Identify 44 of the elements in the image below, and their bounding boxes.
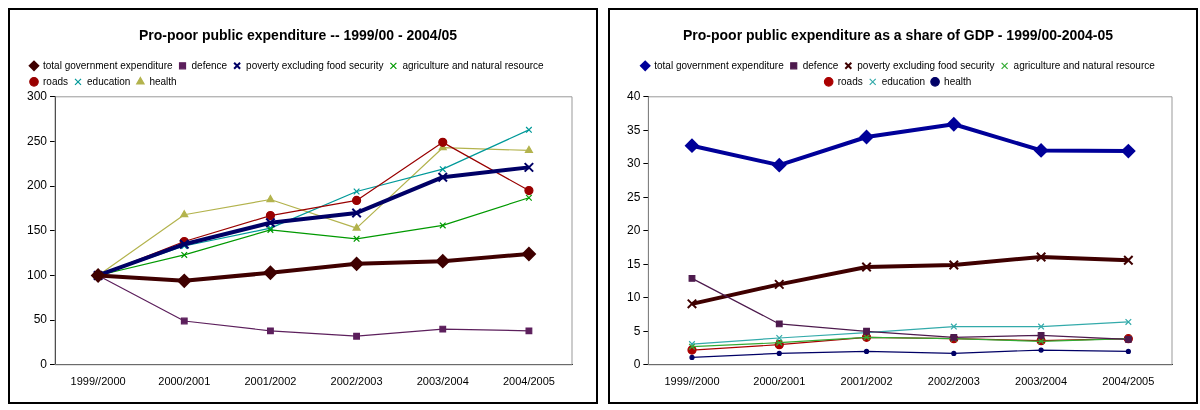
- legend-label: total government expenditure: [43, 59, 173, 71]
- x-tick-label: 1999//2000: [70, 375, 126, 388]
- y-tick-label: 300: [26, 89, 48, 104]
- x-tick-label: 2002/2003: [927, 375, 980, 388]
- y-tick-label: 50: [33, 312, 48, 327]
- y-tick-label: 25: [626, 189, 641, 204]
- x-tick-label: 2001/2002: [840, 375, 893, 388]
- y-tick-label: 200: [26, 178, 48, 193]
- y-tick-label: 100: [26, 267, 48, 282]
- chart-title: Pro-poor public expenditure as a share of GDP - 1999/00-2004-05: [682, 27, 1114, 44]
- y-tick-label: 40: [626, 89, 641, 104]
- x-tick-label: 2004/2005: [1102, 375, 1155, 388]
- legend-label: education: [87, 75, 131, 87]
- legend-label: poverty excluding food security: [857, 59, 995, 71]
- y-tick-label: 0: [633, 357, 641, 372]
- legend-label: agriculture and natural resource: [402, 59, 545, 71]
- legend-label: total government expenditure: [654, 59, 785, 71]
- legend-label: defence: [802, 59, 839, 71]
- y-tick-label: 5: [633, 323, 641, 338]
- legend-label: health: [149, 75, 177, 87]
- legend-label: roads: [43, 75, 69, 87]
- y-tick-label: 150: [26, 223, 48, 238]
- y-tick-label: 15: [626, 256, 641, 271]
- x-tick-label: 1999//2000: [664, 375, 720, 388]
- y-tick-label: 20: [626, 223, 641, 238]
- y-tick-label: 0: [40, 357, 48, 372]
- legend-label: education: [881, 75, 926, 87]
- legend-label: defence: [191, 59, 228, 71]
- x-tick-label: 2000/2001: [158, 375, 211, 388]
- legend-label: agriculture and natural resource: [1013, 59, 1156, 71]
- legend-label: poverty excluding food security: [246, 59, 384, 71]
- x-tick-label: 2004/2005: [502, 375, 555, 388]
- y-tick-label: 250: [26, 133, 48, 148]
- x-tick-label: 2001/2002: [244, 375, 297, 388]
- x-tick-label: 2003/2004: [416, 375, 469, 388]
- y-tick-label: 10: [626, 290, 641, 305]
- y-tick-label: 30: [626, 156, 641, 171]
- x-tick-label: 2002/2003: [330, 375, 383, 388]
- y-tick-label: 35: [626, 122, 641, 137]
- legend-label: roads: [837, 75, 863, 87]
- chart-title: Pro-poor public expenditure -- 1999/00 - 2004/05: [138, 27, 458, 44]
- x-tick-label: 2000/2001: [753, 375, 806, 388]
- x-tick-label: 2003/2004: [1015, 375, 1068, 388]
- legend-label: health: [944, 75, 972, 87]
